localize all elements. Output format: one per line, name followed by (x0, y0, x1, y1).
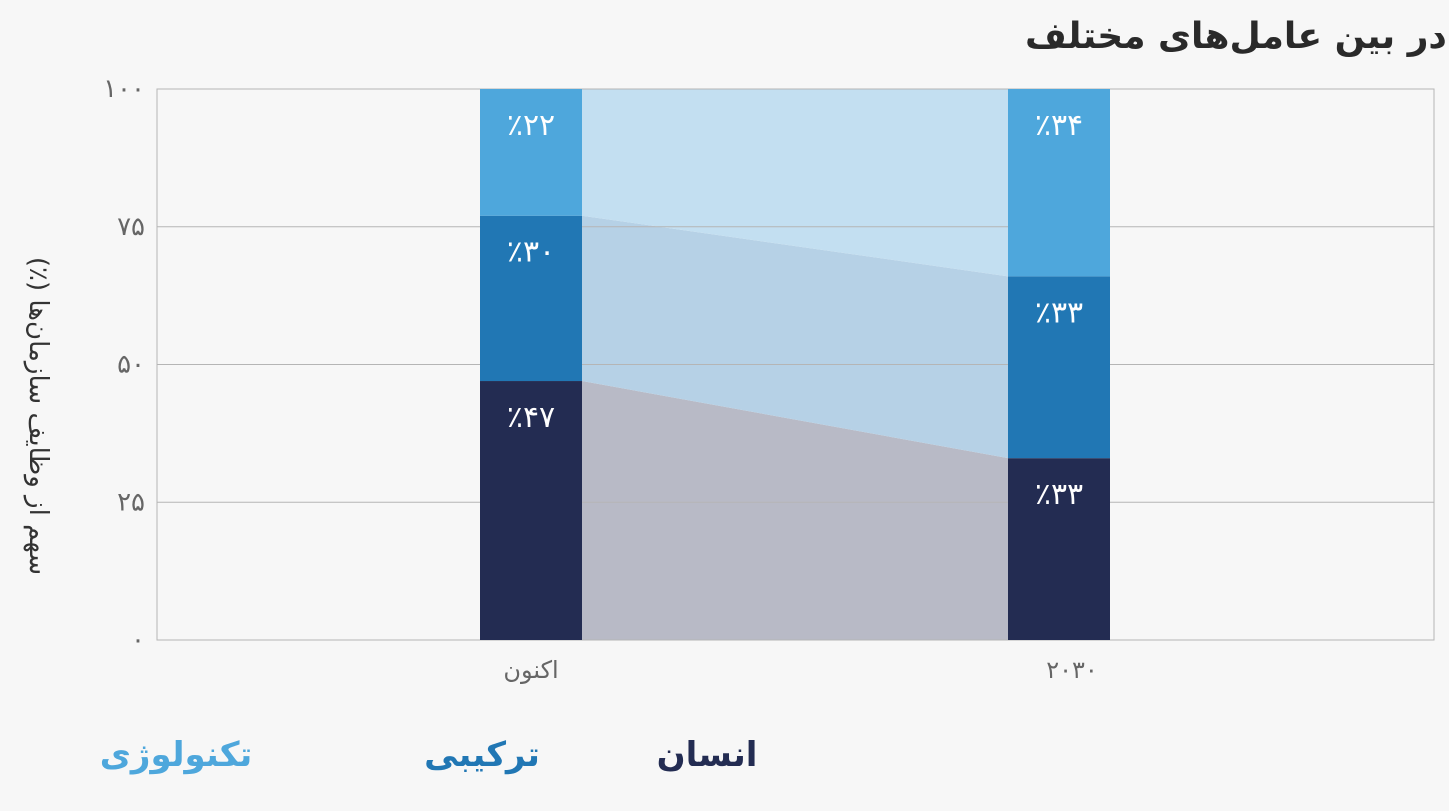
data-labels: ٪۴۷ ٪۳۰ ٪۲۲ ٪۳۳ ٪۳۳ ٪۳۴ (507, 108, 1083, 512)
bar-segment (1008, 458, 1110, 640)
legend-entry: تکنولوژی (100, 735, 253, 775)
bar-segment (480, 215, 582, 382)
flow-bands (582, 89, 1008, 640)
bar-segment (1008, 89, 1110, 277)
bar-segment (480, 89, 582, 216)
flow-band (582, 381, 1008, 640)
y-tick-label: ۲۵ (117, 487, 145, 517)
y-tick-label: ۵۰ (117, 350, 145, 380)
axes: ۰ ۲۵ ۵۰ ۷۵ ۱۰۰ اکنون ۲۰۳۰ (103, 74, 1098, 684)
data-label: ٪۳۳ (1035, 477, 1083, 512)
data-label: ٪۳۴ (1035, 108, 1083, 143)
legend-entry: ترکیبی (424, 735, 540, 775)
bar-segment (480, 381, 582, 640)
bar-segment (1008, 276, 1110, 459)
x-tick-label: اکنون (503, 656, 558, 684)
x-tick-label: ۲۰۳۰ (1046, 656, 1098, 684)
legend-entry: انسان (657, 735, 758, 775)
y-tick-label: ۷۵ (117, 212, 145, 242)
data-label: ٪۴۷ (507, 400, 555, 435)
legend: انسان ترکیبی تکنولوژی (100, 735, 758, 775)
bars (480, 89, 1110, 640)
chart-title: توزیع وظایف سازمانی در بین عامل‌های مختل… (1025, 16, 1449, 57)
flow-band (582, 89, 1008, 277)
data-label: ٪۳۰ (507, 235, 555, 270)
flow-band (582, 215, 1008, 459)
data-label: ٪۲۲ (507, 108, 555, 143)
y-tick-label: ۱۰۰ (103, 74, 145, 104)
data-label: ٪۳۳ (1035, 295, 1083, 330)
y-axis-label: سهم از وظایف سازمان‌ها (٪) (23, 257, 53, 575)
gridlines (156, 88, 1435, 641)
y-tick-label: ۰ (131, 625, 145, 655)
